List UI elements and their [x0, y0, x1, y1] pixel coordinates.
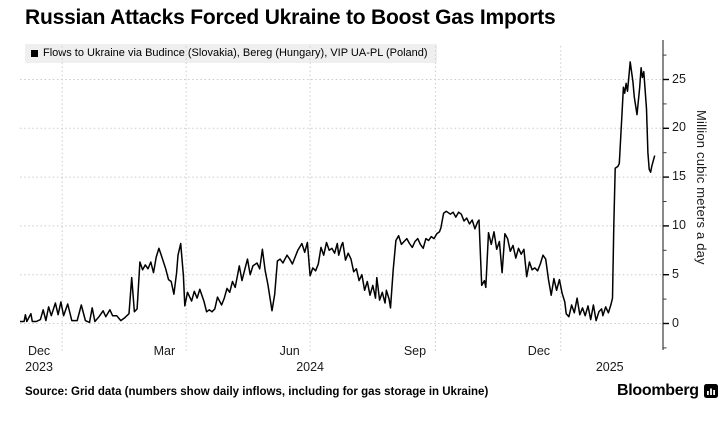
y-axis-title: Million cubic meters a day — [694, 110, 709, 265]
bloomberg-wordmark: Bloomberg — [617, 382, 699, 399]
source-note: Source: Grid data (numbers show daily in… — [25, 386, 489, 398]
legend: Flows to Ukraine via Budince (Slovakia),… — [25, 44, 437, 63]
bloomberg-brand: Bloomberg — [617, 382, 718, 400]
gas-flow-line — [20, 61, 656, 324]
chart-title: Russian Attacks Forced Ukraine to Boost … — [25, 6, 556, 29]
legend-label: Flows to Ukraine via Budince (Slovakia),… — [43, 47, 428, 59]
legend-swatch-icon — [31, 49, 38, 57]
bloomberg-logo-icon — [703, 384, 718, 398]
